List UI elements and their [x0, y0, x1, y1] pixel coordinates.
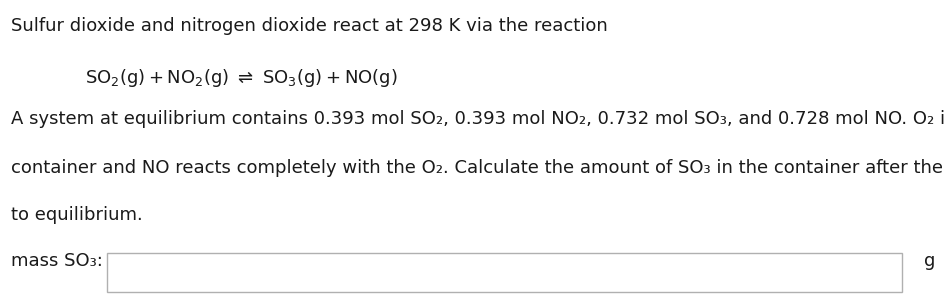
- Text: A system at equilibrium contains 0.393 mol SO₂, 0.393 mol NO₂, 0.732 mol SO₃, an: A system at equilibrium contains 0.393 m…: [11, 110, 944, 128]
- FancyBboxPatch shape: [107, 253, 902, 292]
- Text: g: g: [924, 251, 936, 270]
- Text: Sulfur dioxide and nitrogen dioxide react at 298 K via the reaction: Sulfur dioxide and nitrogen dioxide reac…: [11, 17, 608, 35]
- Text: $\mathrm{SO_2(g) + NO_2(g)}$ $\rightleftharpoons$ $\mathrm{SO_3(g) + NO(g)}$: $\mathrm{SO_2(g) + NO_2(g)}$ $\rightleft…: [85, 67, 397, 89]
- Text: container and NO reacts completely with the O₂. Calculate the amount of SO₃ in t: container and NO reacts completely with …: [11, 159, 944, 177]
- Text: to equilibrium.: to equilibrium.: [11, 205, 143, 223]
- Text: mass SO₃:: mass SO₃:: [11, 251, 103, 270]
